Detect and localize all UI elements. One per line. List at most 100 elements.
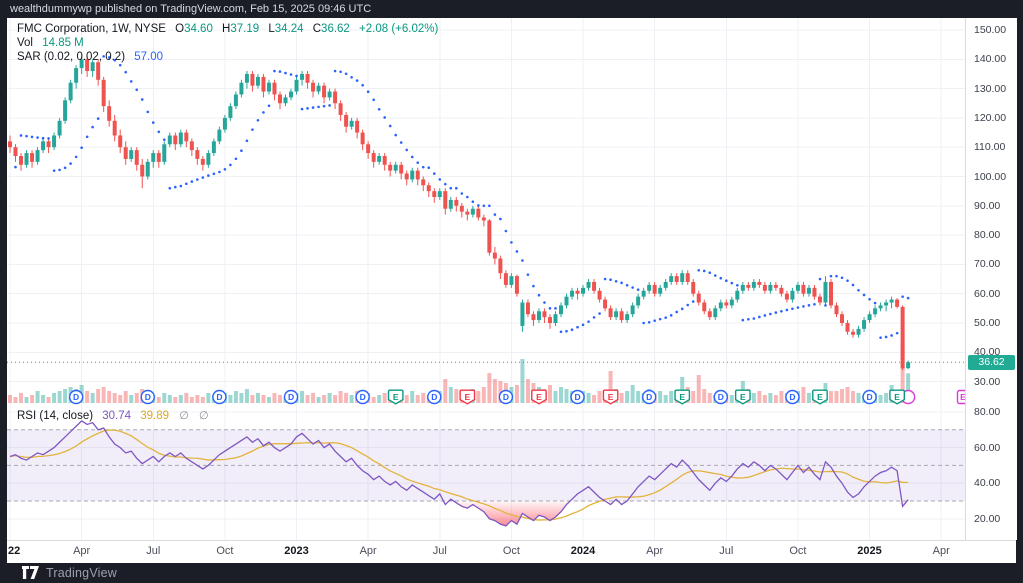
time-axis[interactable]: 22 Apr Jul Oct 2023 Apr Jul Oct 2024 Apr Jul Oct 202… bbox=[7, 540, 1016, 563]
candle-body bbox=[393, 164, 398, 171]
candle-body bbox=[244, 73, 249, 83]
volume-bar bbox=[338, 391, 343, 403]
volume-bar bbox=[773, 395, 778, 403]
sar-dot bbox=[609, 278, 612, 281]
candle-body bbox=[862, 320, 867, 329]
volume-bar bbox=[134, 393, 139, 403]
dividend-marker[interactable]: D bbox=[498, 389, 514, 405]
upcoming-earnings-marker[interactable]: E bbox=[956, 389, 966, 405]
earnings-marker[interactable]: E bbox=[459, 389, 476, 405]
volume-bar bbox=[96, 389, 101, 403]
dividend-marker[interactable]: D bbox=[713, 389, 728, 405]
sar-dot bbox=[366, 90, 370, 94]
sar-dot bbox=[835, 274, 838, 278]
candle-body bbox=[828, 281, 833, 306]
volume-bar bbox=[206, 393, 211, 403]
sar-dot bbox=[355, 79, 359, 82]
dividend-marker[interactable]: D bbox=[140, 389, 155, 405]
svg-text:D: D bbox=[431, 392, 437, 402]
candle-body bbox=[184, 132, 189, 142]
sar-dots bbox=[14, 55, 910, 339]
time-axis-label: Jul bbox=[719, 545, 734, 557]
candle-body bbox=[217, 129, 222, 142]
candle-body bbox=[200, 158, 205, 165]
volume-bar bbox=[878, 395, 883, 403]
earnings-marker[interactable]: E bbox=[889, 389, 906, 405]
dividend-marker[interactable]: D bbox=[283, 389, 299, 405]
candle-body bbox=[889, 299, 894, 303]
sar-dot bbox=[14, 165, 17, 169]
sar-dot bbox=[74, 155, 78, 159]
dividend-marker[interactable]: D bbox=[212, 389, 227, 405]
candle-body bbox=[663, 281, 668, 288]
sar-dot bbox=[581, 323, 585, 327]
candle-body bbox=[24, 153, 29, 165]
dividend-marker[interactable]: D bbox=[862, 389, 877, 405]
dividend-marker[interactable]: D bbox=[427, 389, 442, 405]
candle-body bbox=[118, 135, 123, 148]
sar-dot bbox=[466, 195, 469, 199]
sar-dot bbox=[251, 128, 254, 131]
dividend-marker[interactable]: D bbox=[355, 389, 370, 405]
dividend-marker[interactable]: D bbox=[785, 389, 800, 405]
earnings-marker[interactable]: E bbox=[387, 389, 404, 405]
volume-bar bbox=[173, 397, 178, 403]
sar-dot bbox=[118, 63, 122, 67]
sar-dot bbox=[234, 157, 238, 161]
candle-body bbox=[570, 290, 575, 297]
earnings-marker[interactable]: E bbox=[812, 389, 828, 405]
candle-body bbox=[823, 281, 828, 303]
svg-text:D: D bbox=[574, 392, 580, 402]
volume-bar bbox=[13, 397, 18, 403]
earnings-marker[interactable]: E bbox=[602, 389, 619, 405]
svg-text:E: E bbox=[960, 392, 965, 402]
candle-body bbox=[630, 305, 635, 315]
time-axis-label: Apr bbox=[932, 545, 950, 557]
rsi-ma-hide-icon[interactable]: ∅ bbox=[199, 410, 209, 422]
volume-bar bbox=[244, 389, 249, 403]
sar-dot bbox=[669, 314, 673, 317]
candle-body bbox=[250, 73, 255, 86]
candle-body bbox=[685, 273, 690, 282]
candle-body bbox=[41, 141, 46, 151]
volume-bar bbox=[112, 393, 117, 403]
svg-text:E: E bbox=[464, 392, 470, 402]
volume-bar bbox=[663, 395, 668, 403]
sar-dot bbox=[311, 106, 315, 109]
event-markers: D D D D D D D D D D D DE E E E E E E E E bbox=[68, 389, 966, 405]
sar-dot bbox=[829, 274, 833, 278]
volume-bar bbox=[498, 381, 503, 403]
dividend-marker[interactable]: D bbox=[68, 389, 84, 405]
dividend-marker[interactable]: D bbox=[641, 389, 657, 405]
attribution-link[interactable]: wealthdummywp published on TradingView.c… bbox=[10, 3, 372, 15]
tradingview-brand-link[interactable]: TradingView bbox=[46, 565, 117, 580]
candle-body bbox=[239, 82, 244, 95]
publish-bar: wealthdummywp published on TradingView.c… bbox=[0, 0, 1023, 18]
earnings-marker[interactable]: E bbox=[734, 389, 751, 405]
candle-body bbox=[294, 79, 299, 92]
candle-body bbox=[696, 293, 701, 303]
svg-text:D: D bbox=[718, 392, 724, 402]
sar-dot bbox=[873, 301, 877, 305]
volume-bar bbox=[277, 395, 282, 403]
candle-body bbox=[597, 290, 602, 300]
sar-dot bbox=[267, 104, 271, 108]
time-axis-label: Jul bbox=[146, 545, 161, 557]
chart-canvas[interactable]: D D D D D D D D D D D DE E E E E E E E E bbox=[7, 18, 965, 540]
volume-bar bbox=[30, 395, 35, 403]
earnings-marker[interactable]: E bbox=[531, 389, 547, 405]
earnings-marker[interactable]: E bbox=[674, 389, 691, 405]
dividend-marker[interactable]: D bbox=[570, 389, 585, 405]
sar-dot bbox=[377, 107, 381, 111]
tradingview-logo-icon[interactable] bbox=[22, 566, 39, 579]
price-axis[interactable]: 150.00 140.00 130.00 120.00 110.00 100.00 90.0… bbox=[965, 18, 1017, 540]
volume-bar bbox=[107, 391, 112, 403]
sar-dot bbox=[631, 286, 634, 289]
candle-body bbox=[542, 311, 547, 318]
price-axis-label: 30.00 bbox=[974, 375, 1001, 388]
rsi-line bbox=[9, 420, 909, 527]
sar-dot bbox=[824, 304, 827, 307]
rsi-hide-icon[interactable]: ∅ bbox=[179, 410, 189, 422]
volume-bar bbox=[189, 397, 194, 403]
sar-dot bbox=[895, 331, 899, 335]
